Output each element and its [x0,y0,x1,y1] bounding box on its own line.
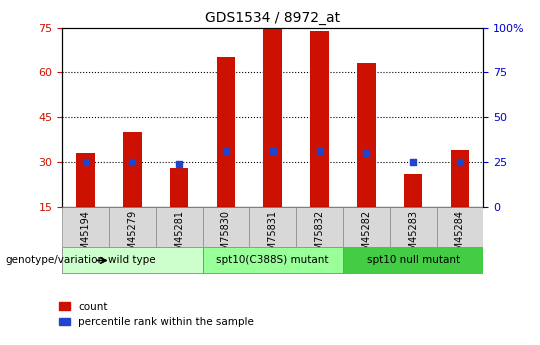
Text: spt10 null mutant: spt10 null mutant [367,255,460,265]
FancyBboxPatch shape [296,207,343,247]
FancyBboxPatch shape [202,247,343,273]
Text: genotype/variation: genotype/variation [5,256,105,265]
FancyBboxPatch shape [390,207,436,247]
Text: GSM75831: GSM75831 [268,210,278,263]
Bar [404,174,422,207]
Point [456,159,464,165]
Point [128,159,137,165]
Bar [357,63,376,207]
FancyBboxPatch shape [343,247,483,273]
Bar [76,153,95,207]
Point [175,161,184,167]
Text: GSM45279: GSM45279 [127,210,137,263]
FancyBboxPatch shape [436,207,483,247]
Text: GSM45283: GSM45283 [408,210,418,263]
Point [81,159,90,165]
Point [409,159,417,165]
Title: GDS1534 / 8972_at: GDS1534 / 8972_at [205,11,340,25]
FancyBboxPatch shape [109,207,156,247]
Text: GSM45284: GSM45284 [455,210,465,263]
Text: spt10(C388S) mutant: spt10(C388S) mutant [217,255,329,265]
Text: GSM45194: GSM45194 [80,210,91,263]
Bar [310,31,329,207]
Text: wild type: wild type [109,255,156,265]
Bar [170,168,188,207]
Bar [217,58,235,207]
Point [221,149,230,154]
Point [268,149,277,154]
Bar [123,132,141,207]
FancyBboxPatch shape [202,207,249,247]
Text: GSM75832: GSM75832 [314,210,325,263]
FancyBboxPatch shape [156,207,202,247]
FancyBboxPatch shape [62,207,109,247]
FancyBboxPatch shape [62,247,202,273]
Text: GSM45282: GSM45282 [361,210,372,263]
Legend: count, percentile rank within the sample: count, percentile rank within the sample [59,302,254,327]
FancyBboxPatch shape [249,207,296,247]
Text: GSM45281: GSM45281 [174,210,184,263]
Text: GSM75830: GSM75830 [221,210,231,263]
Point [315,149,324,154]
FancyBboxPatch shape [343,207,390,247]
Bar [264,28,282,207]
Point [362,150,370,156]
Bar [450,150,469,207]
